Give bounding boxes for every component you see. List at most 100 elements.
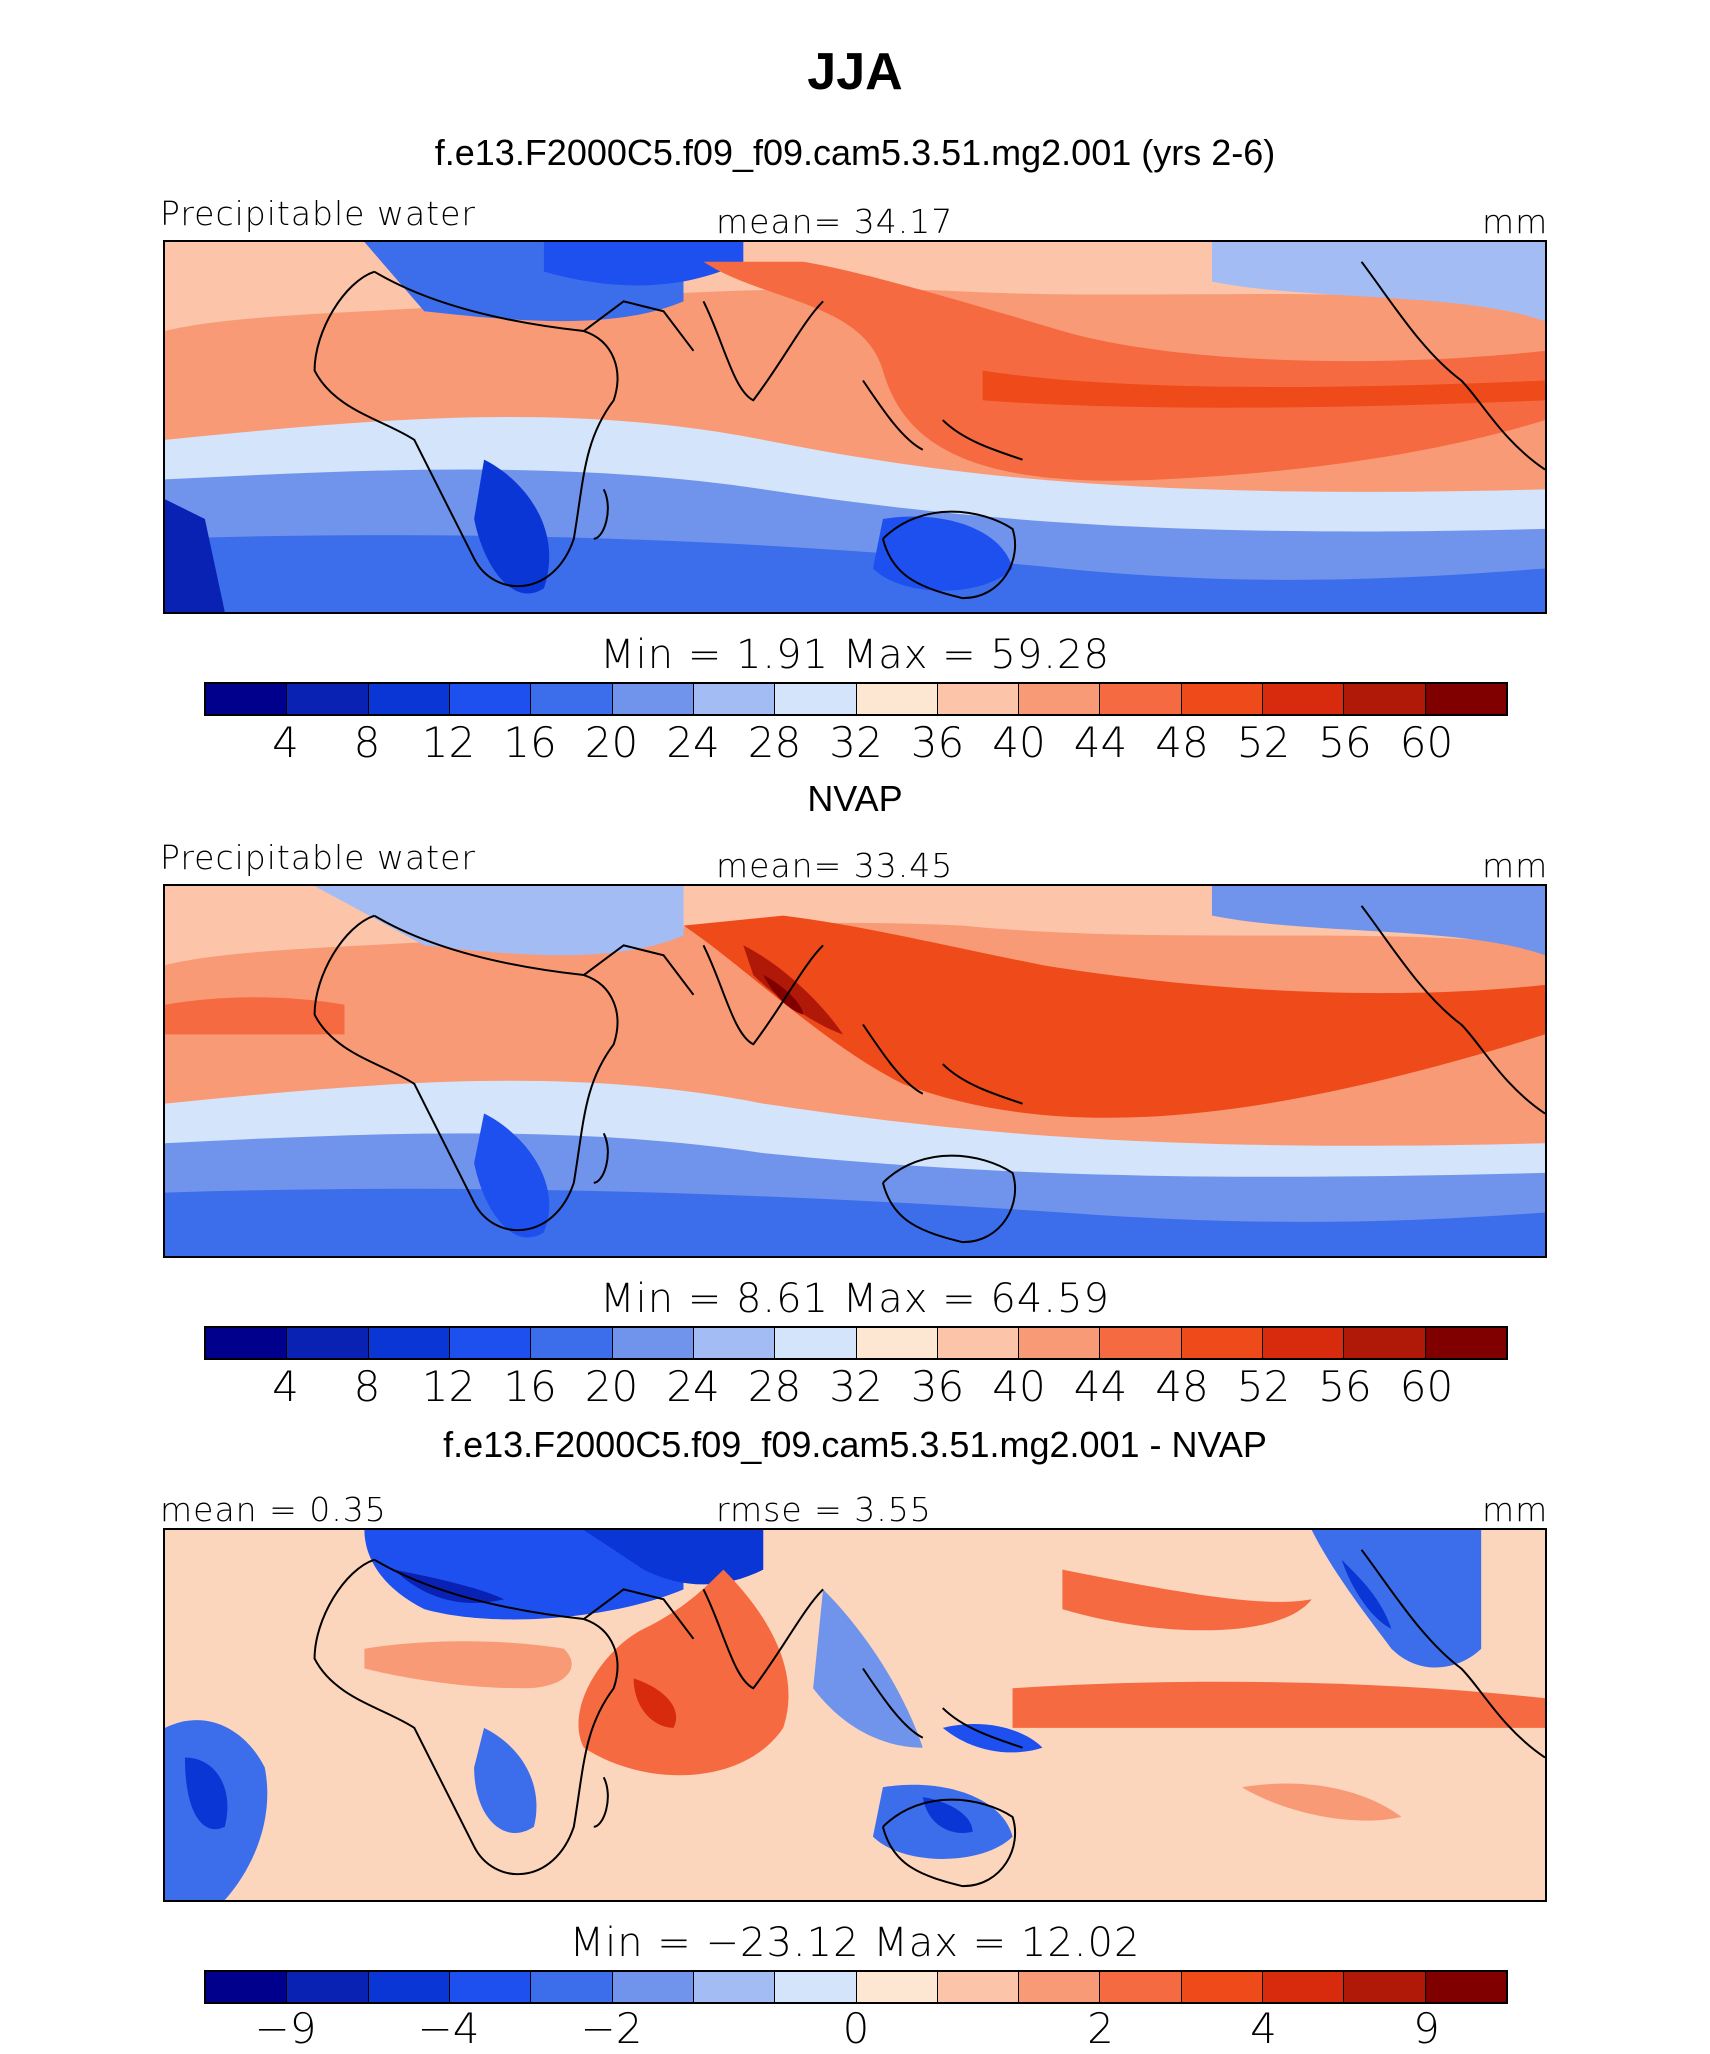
panel-2-subtitle: NVAP bbox=[807, 778, 903, 819]
colorbar-swatch bbox=[206, 1328, 288, 1358]
colorbar-tick-label: 24 bbox=[666, 1362, 720, 1411]
colorbar-tick-label: 32 bbox=[829, 718, 883, 767]
panel-1-min-max: Min = 1.91 Max = 59.28 bbox=[600, 632, 1110, 678]
colorbar-tick-label: 60 bbox=[1399, 718, 1454, 767]
colorbar-tick-label: 40 bbox=[992, 718, 1046, 767]
colorbar-swatch bbox=[531, 1328, 613, 1358]
colorbar-swatch bbox=[1425, 684, 1506, 714]
colorbar-tick-label: 48 bbox=[1155, 718, 1209, 767]
colorbar-swatch bbox=[937, 1328, 1020, 1358]
colorbar-swatch bbox=[856, 684, 938, 714]
colorbar-swatch bbox=[1019, 1328, 1101, 1358]
colorbar-swatch bbox=[206, 684, 288, 714]
colorbar-swatch bbox=[612, 1972, 694, 2002]
panel-2-mean-label: mean= 33.45 bbox=[716, 846, 954, 885]
colorbar-swatch bbox=[449, 1328, 532, 1358]
panel-3-units-label: mm bbox=[1482, 1490, 1549, 1529]
colorbar-swatch bbox=[449, 684, 532, 714]
colorbar-tick-label: 8 bbox=[353, 718, 381, 767]
colorbar-swatch bbox=[1100, 1328, 1182, 1358]
colorbar-tick-label: −9 bbox=[254, 2004, 317, 2053]
colorbar-tick-label: 36 bbox=[910, 718, 965, 767]
colorbar-tick-label: 24 bbox=[666, 718, 720, 767]
colorbar-tick-label: 20 bbox=[584, 718, 639, 767]
colorbar-tick-label: 16 bbox=[503, 1362, 557, 1411]
colorbar-swatch bbox=[1019, 684, 1101, 714]
panel-3-rmse-label: rmse = 3.55 bbox=[716, 1490, 932, 1529]
colorbar-2 bbox=[204, 1326, 1508, 1360]
colorbar-swatch bbox=[856, 1972, 938, 2002]
panel-1-map bbox=[163, 240, 1547, 614]
colorbar-swatch bbox=[1100, 1972, 1182, 2002]
colorbar-tick-label: 28 bbox=[747, 1362, 802, 1411]
colorbar-tick-label: 52 bbox=[1236, 718, 1291, 767]
colorbar-tick-label: 52 bbox=[1236, 1362, 1291, 1411]
panel-2-variable-label: Precipitable water bbox=[160, 838, 476, 877]
figure-title: JJA bbox=[807, 43, 903, 101]
colorbar-swatch bbox=[1181, 1972, 1264, 2002]
colorbar-1-labels: 4 8 12 16 20 24 28 32 36 40 44 48 52 56 60 bbox=[204, 718, 1508, 768]
colorbar-tick-label: 32 bbox=[829, 1362, 883, 1411]
colorbar-1 bbox=[204, 682, 1508, 716]
colorbar-swatch bbox=[693, 684, 776, 714]
panel-3-mean-label: mean = 0.35 bbox=[160, 1490, 387, 1529]
colorbar-swatch bbox=[287, 1972, 369, 2002]
colorbar-tick-label: 9 bbox=[1413, 2004, 1440, 2053]
colorbar-swatch bbox=[1181, 684, 1264, 714]
colorbar-swatch bbox=[775, 1972, 857, 2002]
panel-3-subtitle: f.e13.F2000C5.f09_f09.cam5.3.51.mg2.001 … bbox=[443, 1424, 1267, 1465]
colorbar-3-labels: −9 −4 −2 0 2 4 9 bbox=[204, 2004, 1508, 2054]
colorbar-tick-label: 0 bbox=[842, 2004, 870, 2053]
colorbar-swatch bbox=[1344, 684, 1426, 714]
colorbar-2-labels: 4 8 12 16 20 24 28 32 36 40 44 48 52 56 60 bbox=[204, 1362, 1508, 1412]
colorbar-swatch bbox=[368, 1328, 450, 1358]
colorbar-swatch bbox=[612, 1328, 694, 1358]
colorbar-tick-label: 4 bbox=[272, 718, 299, 767]
panel-1-subtitle: f.e13.F2000C5.f09_f09.cam5.3.51.mg2.001 … bbox=[434, 132, 1276, 173]
colorbar-tick-label: 2 bbox=[1087, 2004, 1114, 2053]
colorbar-swatch bbox=[693, 1972, 776, 2002]
colorbar-swatch bbox=[287, 1328, 369, 1358]
colorbar-swatch bbox=[449, 1972, 532, 2002]
colorbar-swatch bbox=[1425, 1972, 1506, 2002]
colorbar-3 bbox=[204, 1970, 1508, 2004]
colorbar-swatch bbox=[612, 684, 694, 714]
panel-2-min-max: Min = 8.61 Max = 64.59 bbox=[600, 1276, 1110, 1322]
colorbar-swatch bbox=[1425, 1328, 1506, 1358]
colorbar-tick-label: 44 bbox=[1073, 1362, 1128, 1411]
colorbar-swatch bbox=[368, 1972, 450, 2002]
colorbar-swatch bbox=[1019, 1972, 1101, 2002]
panel-1-mean-label: mean= 34.17 bbox=[716, 202, 954, 241]
colorbar-tick-label: 8 bbox=[353, 1362, 381, 1411]
colorbar-swatch bbox=[693, 1328, 776, 1358]
colorbar-tick-label: 20 bbox=[584, 1362, 639, 1411]
colorbar-swatch bbox=[937, 684, 1020, 714]
colorbar-tick-label: 56 bbox=[1318, 1362, 1372, 1411]
colorbar-tick-label: 16 bbox=[503, 718, 557, 767]
panel-3-min-max: Min = −23.12 Max = 12.02 bbox=[569, 1920, 1141, 1966]
colorbar-tick-label: 28 bbox=[747, 718, 802, 767]
colorbar-swatch bbox=[206, 1972, 288, 2002]
colorbar-swatch bbox=[531, 684, 613, 714]
colorbar-tick-label: 56 bbox=[1318, 718, 1372, 767]
colorbar-swatch bbox=[1263, 684, 1345, 714]
colorbar-tick-label: 12 bbox=[421, 718, 476, 767]
colorbar-swatch bbox=[775, 684, 857, 714]
colorbar-tick-label: 4 bbox=[272, 1362, 299, 1411]
colorbar-swatch bbox=[1263, 1328, 1345, 1358]
panel-2-map bbox=[163, 884, 1547, 1258]
colorbar-tick-label: −4 bbox=[417, 2004, 480, 2053]
colorbar-tick-label: −2 bbox=[580, 2004, 643, 2053]
colorbar-tick-label: 12 bbox=[421, 1362, 476, 1411]
colorbar-tick-label: 40 bbox=[992, 1362, 1046, 1411]
colorbar-tick-label: 36 bbox=[910, 1362, 965, 1411]
colorbar-swatch bbox=[368, 684, 450, 714]
colorbar-swatch bbox=[1263, 1972, 1345, 2002]
panel-1-variable-label: Precipitable water bbox=[160, 194, 476, 233]
panel-2-units-label: mm bbox=[1482, 846, 1549, 885]
panel-1-units-label: mm bbox=[1482, 202, 1549, 241]
panel-3-map bbox=[163, 1528, 1547, 1902]
colorbar-swatch bbox=[1344, 1328, 1426, 1358]
colorbar-tick-label: 60 bbox=[1399, 1362, 1454, 1411]
colorbar-swatch bbox=[856, 1328, 938, 1358]
